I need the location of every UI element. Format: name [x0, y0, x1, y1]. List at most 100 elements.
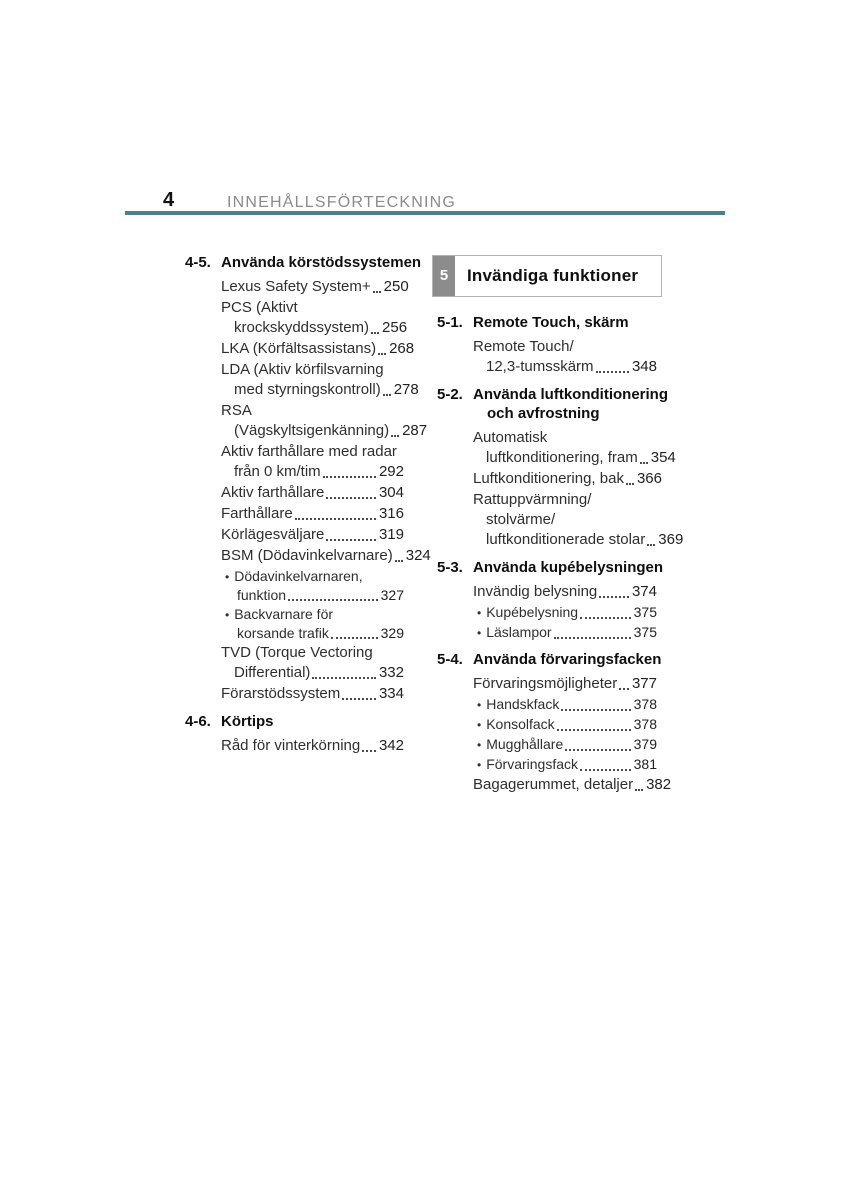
entry-text: från 0 km/tim	[234, 463, 321, 480]
toc-section: 5-4. Använda förvaringsfacken Förvaringsmö…	[437, 650, 671, 795]
section-title-line: Använda förvaringsfacken	[473, 651, 662, 668]
entry-last-line: Invändig belysning 374	[473, 582, 657, 602]
entry-last-line: Bagagerummet, detaljer 382	[473, 775, 671, 795]
dot-leader	[330, 624, 378, 642]
toc-entry: • Läslampor 375	[473, 623, 657, 642]
dot-leader	[312, 663, 376, 683]
entry-page-number: 324	[405, 547, 431, 564]
entry-text: luftkonditionering, fram	[486, 449, 638, 466]
toc-column-left: 4-5. Använda körstödssystemen Lexus Safety…	[185, 253, 431, 757]
header-rule	[125, 211, 725, 215]
entry-page-number: 375	[633, 604, 657, 620]
toc-entry: TVD (Torque Vectoring Differential) 332	[221, 643, 404, 683]
toc-entry: Rattuppvärmning/stolvärme/luftkonditione…	[473, 490, 683, 550]
entry-line: RSA	[221, 401, 404, 421]
entry-last-line: 12,3-tumsskärm 348	[473, 357, 657, 377]
entry-last-line: • Konsolfack 378	[473, 715, 657, 734]
dot-leader	[619, 674, 629, 694]
dot-leader	[595, 357, 630, 377]
section-title: Använda luftkonditionering och avfrostnin…	[473, 385, 668, 423]
toc-entry: • Kupébelysning 375	[473, 603, 657, 622]
toc-entry: • Mugghållare 379	[473, 735, 657, 754]
toc-entry: Bagagerummet, detaljer 382	[473, 775, 671, 795]
section-number: 4-6.	[185, 713, 211, 730]
chapter-number-badge: 5	[433, 256, 455, 296]
entry-text: Dödavinkelvarnaren,	[234, 568, 363, 584]
entry-text: Remote Touch/	[473, 338, 574, 355]
dot-leader	[382, 380, 391, 400]
entry-page-number: 354	[650, 449, 676, 466]
dot-leader	[647, 530, 656, 550]
dot-leader	[561, 695, 631, 714]
section-title-line: Remote Touch, skärm	[473, 314, 629, 331]
dot-leader	[565, 735, 632, 754]
entry-line: Rattuppvärmning/	[473, 490, 657, 510]
bullet-marker: •	[225, 570, 230, 584]
toc-entry: Aktiv farthållare med radar från 0 km/tim…	[221, 442, 404, 482]
entry-page-number: 278	[393, 381, 419, 398]
dot-leader	[322, 462, 377, 482]
section-heading: 5-3. Använda kupébelysningen	[437, 558, 664, 577]
entry-text: Bagagerummet, detaljer	[473, 776, 634, 793]
entry-text: BSM (Dödavinkelvarnare)	[221, 547, 393, 564]
entry-text: Luftkonditionering, bak	[473, 470, 624, 487]
entry-page-number: 329	[380, 625, 404, 641]
dot-leader	[326, 525, 376, 545]
section-title-line: Körtips	[221, 713, 274, 730]
section-title-line: Använda körstödssystemen	[221, 254, 422, 271]
entry-page-number: 250	[383, 278, 409, 295]
toc-entry: • Backvarnare för korsande trafik 329	[221, 605, 404, 642]
toc-left-sections: 4-5. Använda körstödssystemen Lexus Safety…	[185, 253, 431, 756]
dot-leader	[635, 775, 644, 795]
toc-entry: RSA (Vägskyltsigenkänning) 287	[221, 401, 427, 441]
bullet-marker: •	[225, 608, 230, 622]
entry-last-line: • Kupébelysning 375	[473, 603, 657, 622]
section-number: 5-2.	[437, 386, 463, 403]
toc-entry: Råd för vinterkörning 342	[221, 736, 404, 756]
entry-text: Differential)	[234, 664, 311, 681]
entry-page-number: 382	[646, 776, 672, 793]
dot-leader	[362, 736, 376, 756]
section-title: Körtips	[221, 712, 274, 731]
toc-entry: • Handskfack 378	[473, 695, 657, 714]
entry-page-number: 287	[402, 422, 428, 439]
toc-right-sections: 5-1. Remote Touch, skärm Remote Touch/12,3…	[437, 313, 683, 795]
toc-entry: LKA (Körfältsassistans) 268	[221, 339, 414, 359]
entry-text: TVD (Torque Vectoring	[221, 644, 373, 661]
toc-entry: Lexus Safety System+ 250	[221, 277, 409, 297]
entry-text: Förarstödssystem	[221, 685, 341, 702]
entry-line: TVD (Torque Vectoring	[221, 643, 404, 663]
entry-text: Invändig belysning	[473, 583, 598, 600]
entry-text: Kupébelysning	[486, 604, 579, 620]
toc-entry: • Förvaringsfack 381	[473, 755, 657, 774]
entry-last-line: Körlägesväljare 319	[221, 525, 404, 545]
entry-page-number: 332	[378, 664, 404, 681]
entry-page-number: 375	[633, 624, 657, 640]
entry-text: Förvaringsfack	[486, 756, 579, 772]
toc-entry: PCS (Aktivt krockskyddssystem) 256	[221, 298, 407, 338]
section-title-line: Använda kupébelysningen	[473, 559, 664, 576]
entry-last-line: BSM (Dödavinkelvarnare) 324	[221, 546, 431, 566]
entry-last-line: Förarstödssystem 334	[221, 684, 404, 704]
entry-page-number: 334	[378, 685, 404, 702]
entry-line: • Backvarnare för	[221, 605, 404, 624]
dot-leader	[625, 469, 634, 489]
entry-last-line: funktion 327	[221, 586, 404, 604]
dot-leader	[326, 483, 376, 503]
entry-text: Rattuppvärmning/	[473, 491, 592, 508]
toc-entry: Körlägesväljare 319	[221, 525, 404, 545]
toc-entry: • Dödavinkelvarnaren, funktion 327	[221, 567, 404, 604]
toc-section: 5-1. Remote Touch, skärm Remote Touch/12,3…	[437, 313, 657, 377]
entry-text: Aktiv farthållare	[221, 484, 325, 501]
entry-text: Läslampor	[486, 624, 552, 640]
dot-leader	[580, 755, 631, 774]
toc-entry: BSM (Dödavinkelvarnare) 324	[221, 546, 431, 566]
entry-page-number: 378	[633, 696, 657, 712]
entry-text: Lexus Safety System+	[221, 278, 371, 295]
entry-text: Farthållare	[221, 505, 293, 522]
section-title: Använda kupébelysningen	[473, 558, 664, 577]
toc-entry: Invändig belysning 374	[473, 582, 657, 602]
entry-page-number: 366	[636, 470, 662, 487]
bullet-marker: •	[477, 758, 482, 772]
